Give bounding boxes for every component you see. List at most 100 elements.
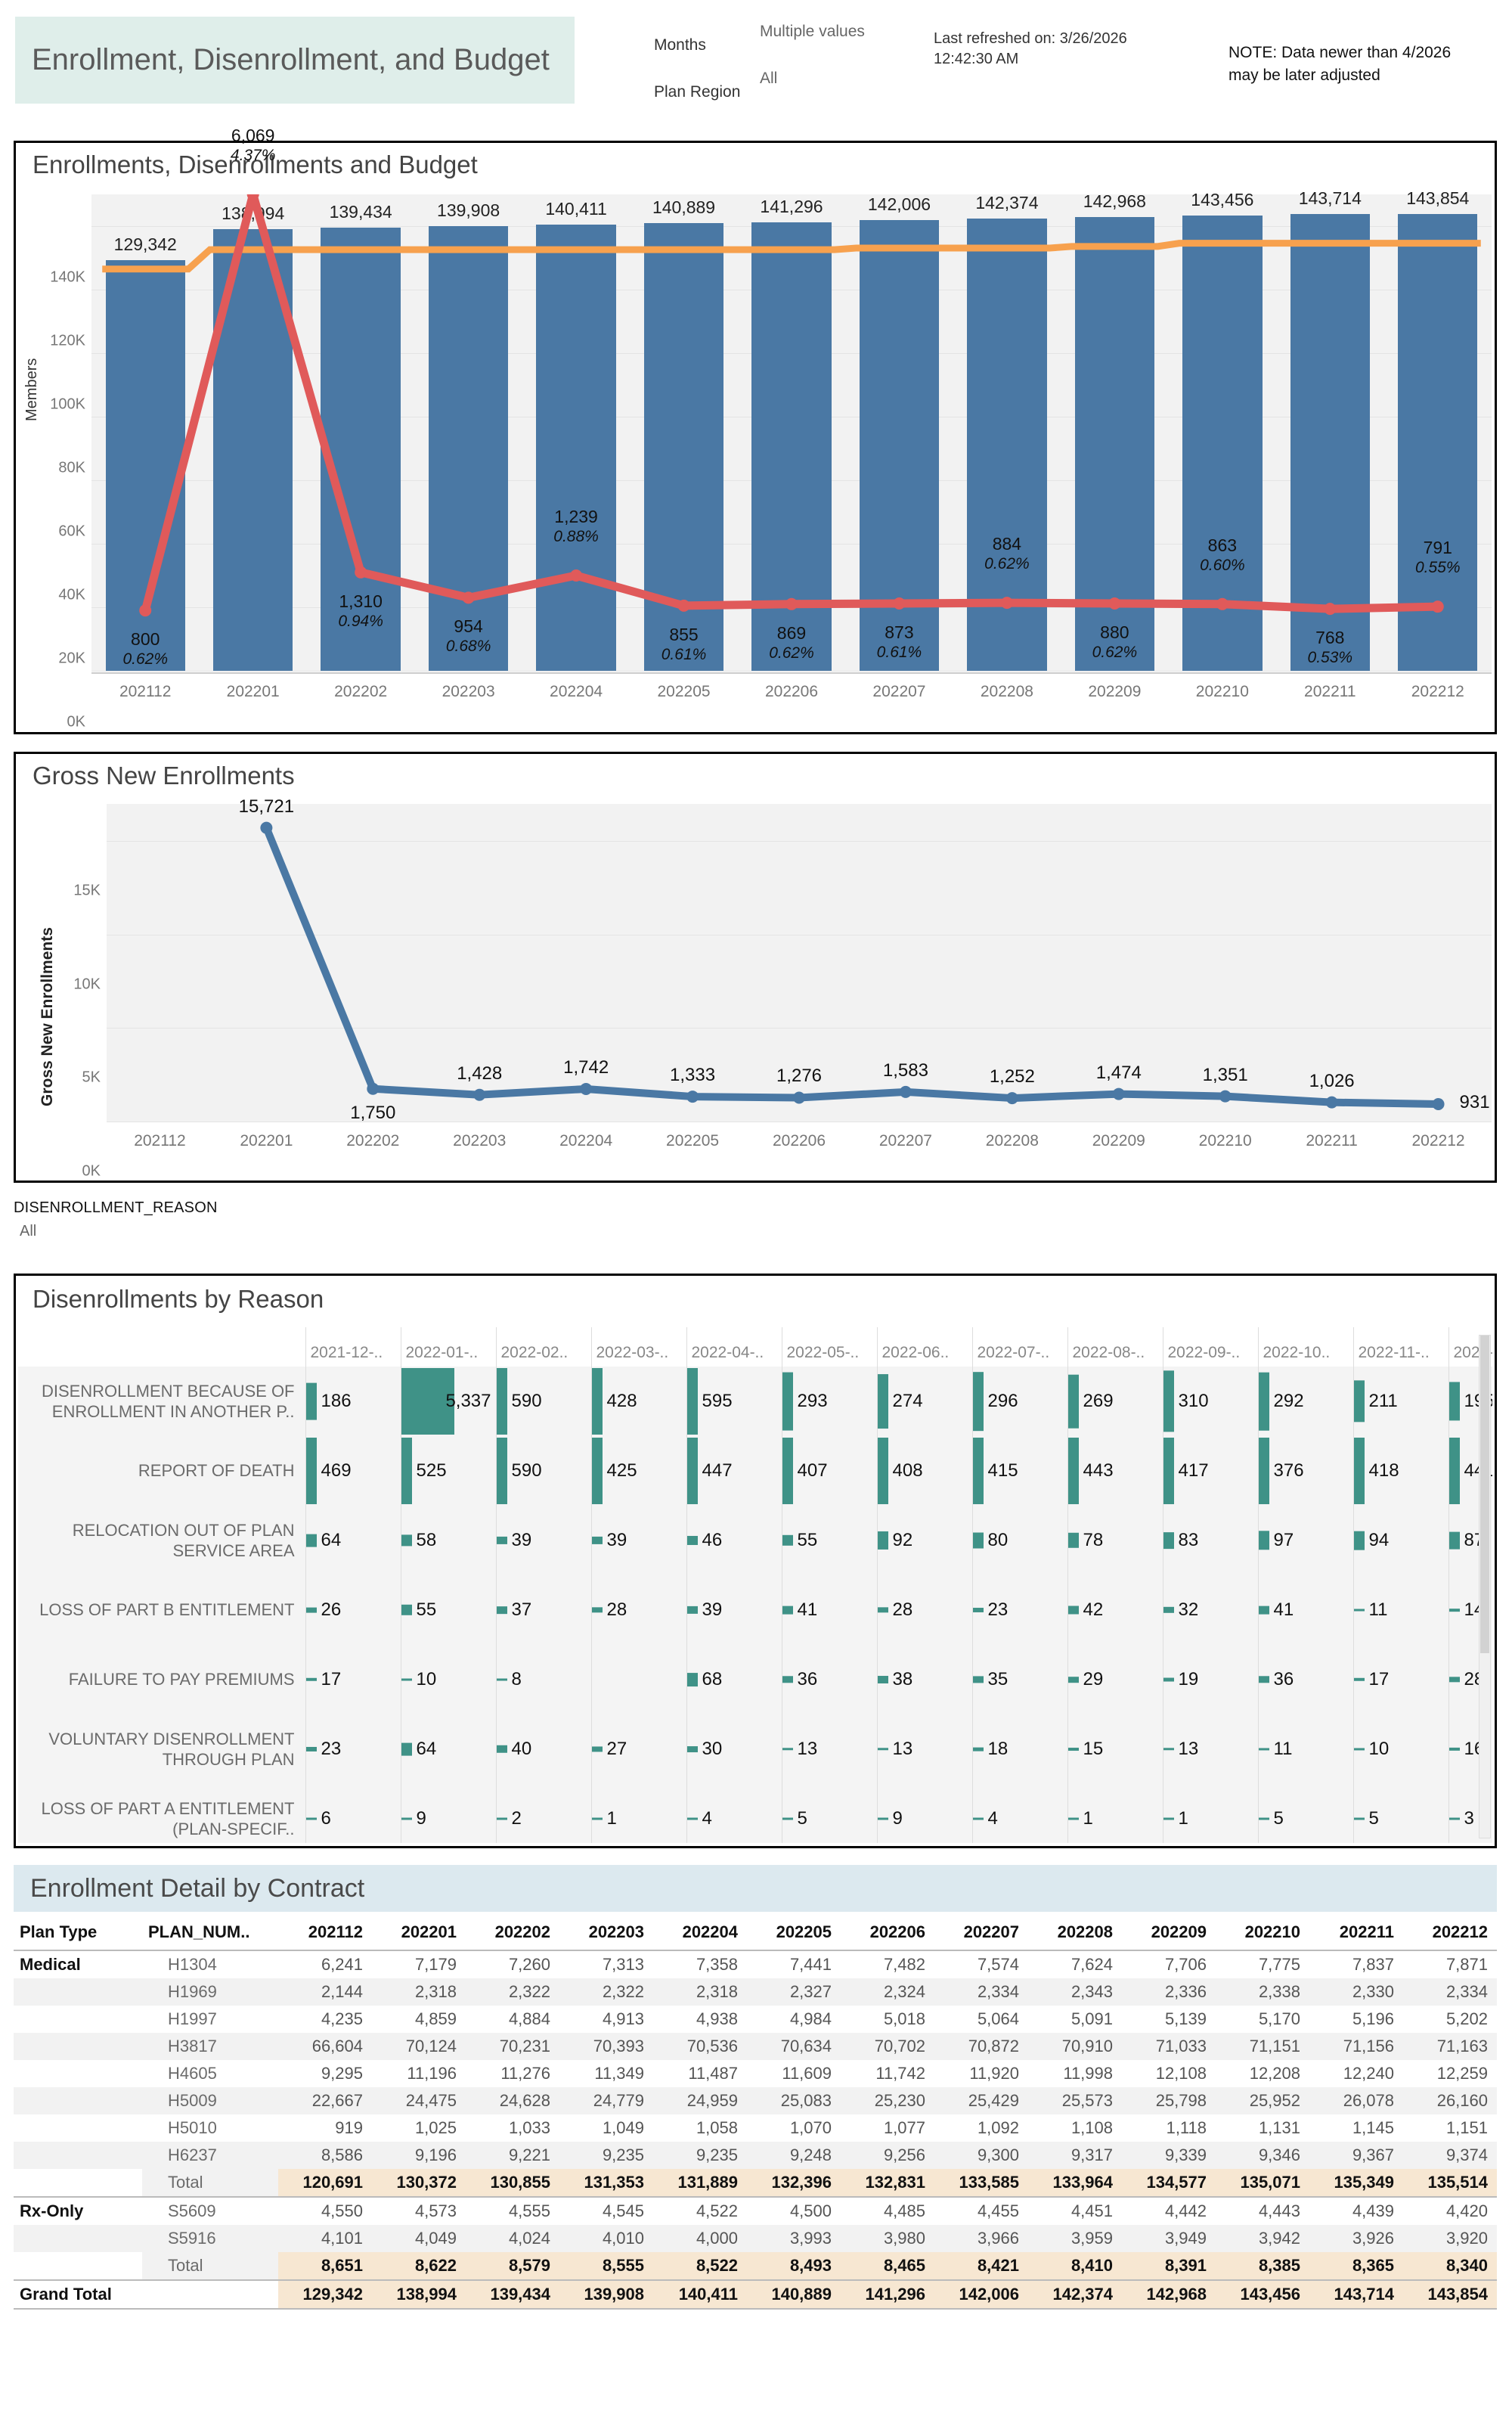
detail-column-header[interactable]: 202206 xyxy=(841,1916,934,1951)
detail-cell[interactable]: 7,706 xyxy=(1164,1955,1207,1974)
disenroll-reason-label[interactable]: LOSS OF PART A ENTITLEMENT (PLAN-SPECIF.… xyxy=(18,1784,305,1843)
disenroll-cell[interactable]: 15 xyxy=(1067,1714,1163,1784)
chart2-data-point[interactable] xyxy=(793,1091,805,1104)
detail-cell[interactable]: 4,884 xyxy=(508,2009,550,2028)
chart1-bar[interactable] xyxy=(428,226,509,671)
detail-cell[interactable]: 8,586 xyxy=(278,2142,372,2169)
disenroll-reason-label[interactable]: FAILURE TO PAY PREMIUMS xyxy=(18,1645,305,1714)
detail-plan-number[interactable]: H3817 xyxy=(142,2033,278,2060)
detail-total-cell[interactable]: 120,691 xyxy=(278,2169,372,2197)
detail-cell[interactable]: 1,108 xyxy=(1070,2118,1113,2137)
detail-cell[interactable]: 4,049 xyxy=(372,2225,466,2252)
detail-cell[interactable]: 70,872 xyxy=(934,2033,1028,2060)
detail-grand-total-cell[interactable]: 143,456 xyxy=(1216,2279,1309,2310)
detail-plan-number[interactable]: S5609 xyxy=(142,2196,278,2225)
detail-cell[interactable]: 1,092 xyxy=(977,2118,1019,2137)
disenroll-cell[interactable]: 1 xyxy=(590,1784,686,1843)
detail-grand-total-cell[interactable]: 140,889 xyxy=(747,2279,841,2310)
detail-total-cell[interactable]: 8,579 xyxy=(466,2252,559,2280)
detail-total-cell[interactable]: 133,964 xyxy=(1028,2169,1122,2197)
detail-grand-total-cell[interactable]: 138,994 xyxy=(372,2279,466,2310)
detail-cell[interactable]: 1,131 xyxy=(1258,2118,1300,2137)
disenroll-column-header[interactable]: 2021-12-.. xyxy=(305,1327,401,1367)
disenroll-cell[interactable]: 58 xyxy=(400,1506,496,1575)
detail-plan-number[interactable]: H5009 xyxy=(142,2087,278,2114)
disenroll-column-header[interactable]: 2022-07-.. xyxy=(971,1327,1067,1367)
detail-cell[interactable]: 9,256 xyxy=(841,2142,934,2169)
detail-cell[interactable]: 7,837 xyxy=(1352,1955,1394,1974)
disenroll-cell[interactable]: 408 xyxy=(876,1436,972,1506)
detail-cell[interactable]: 4,573 xyxy=(372,2196,466,2225)
detail-cell[interactable]: 7,179 xyxy=(414,1955,457,1974)
detail-cell[interactable]: 9,374 xyxy=(1403,2142,1497,2169)
disenroll-cell[interactable]: 4 xyxy=(686,1784,782,1843)
detail-cell[interactable]: 4,024 xyxy=(466,2225,559,2252)
detail-cell[interactable]: 7,441 xyxy=(789,1955,832,1974)
detail-cell[interactable]: 2,343 xyxy=(1028,1978,1122,2006)
disenroll-cell[interactable]: 35 xyxy=(971,1645,1067,1714)
disenroll-column-header[interactable]: 2022-01-.. xyxy=(400,1327,496,1367)
detail-cell[interactable]: 12,240 xyxy=(1343,2064,1394,2083)
disenroll-cell[interactable]: 469 xyxy=(305,1436,401,1506)
detail-cell[interactable]: 11,487 xyxy=(688,2064,738,2083)
detail-column-header[interactable]: 202208 xyxy=(1028,1916,1122,1951)
detail-column-header[interactable]: 202212 xyxy=(1403,1916,1497,1951)
detail-cell[interactable]: 2,318 xyxy=(372,1978,466,2006)
disenroll-cell[interactable]: 17 xyxy=(305,1645,401,1714)
detail-cell[interactable]: 7,871 xyxy=(1445,1955,1488,1974)
detail-cell[interactable]: 7,624 xyxy=(1070,1955,1113,1974)
chart1-bar[interactable] xyxy=(536,225,616,671)
detail-total-cell[interactable]: 8,465 xyxy=(841,2252,934,2280)
disenroll-column-header[interactable]: 2022-04-.. xyxy=(686,1327,782,1367)
detail-cell[interactable]: 9,196 xyxy=(372,2142,466,2169)
detail-grand-total-cell[interactable]: 141,296 xyxy=(841,2279,934,2310)
detail-cell[interactable]: 11,609 xyxy=(782,2064,832,2083)
detail-total-cell[interactable]: 8,340 xyxy=(1403,2252,1497,2280)
detail-total-cell[interactable]: 134,577 xyxy=(1122,2169,1216,2197)
chart1-bar[interactable] xyxy=(105,259,185,671)
detail-cell[interactable]: 9,235 xyxy=(653,2142,747,2169)
detail-column-header[interactable]: 202210 xyxy=(1216,1916,1309,1951)
disenrollment-reason-value[interactable]: All xyxy=(20,1223,37,1239)
detail-total-cell[interactable]: 130,372 xyxy=(372,2169,466,2197)
detail-cell[interactable]: 4,451 xyxy=(1028,2196,1122,2225)
detail-cell[interactable]: 1,058 xyxy=(696,2118,738,2137)
disenroll-cell[interactable]: 447 xyxy=(686,1436,782,1506)
disenroll-cell[interactable]: 36 xyxy=(1257,1645,1353,1714)
detail-cell[interactable]: 4,550 xyxy=(278,2196,372,2225)
detail-column-header[interactable]: 202211 xyxy=(1309,1916,1403,1951)
disenroll-cell[interactable]: 269 xyxy=(1067,1367,1163,1436)
detail-cell[interactable]: 7,574 xyxy=(977,1955,1019,1974)
disenroll-cell[interactable]: 23 xyxy=(971,1575,1067,1645)
disenroll-reason-label[interactable]: DISENROLLMENT BECAUSE OF ENROLLMENT IN A… xyxy=(18,1367,305,1436)
disenroll-cell[interactable]: 417 xyxy=(1162,1436,1258,1506)
detail-cell[interactable]: 4,984 xyxy=(789,2009,832,2028)
detail-cell[interactable]: 2,334 xyxy=(1403,1978,1497,2006)
chart1-bar[interactable] xyxy=(967,219,1047,671)
filter-plan-region[interactable]: Plan Region All xyxy=(654,67,896,110)
detail-plan-number[interactable]: H5010 xyxy=(168,2118,217,2137)
detail-cell[interactable]: 5,018 xyxy=(883,2009,925,2028)
detail-cell[interactable]: 4,555 xyxy=(466,2196,559,2225)
disenroll-cell[interactable]: 26 xyxy=(305,1575,401,1645)
detail-cell[interactable]: 12,259 xyxy=(1436,2064,1488,2083)
detail-total-cell[interactable]: 133,585 xyxy=(934,2169,1028,2197)
disenroll-cell[interactable]: 92 xyxy=(876,1506,972,1575)
detail-cell[interactable]: 5,196 xyxy=(1352,2009,1394,2028)
detail-cell[interactable]: 26,078 xyxy=(1309,2087,1403,2114)
chart2-data-point[interactable] xyxy=(1005,1092,1018,1105)
detail-total-cell[interactable]: 135,514 xyxy=(1403,2169,1497,2197)
detail-cell[interactable]: 22,667 xyxy=(278,2087,372,2114)
detail-cell[interactable]: 11,742 xyxy=(875,2064,925,2083)
detail-column-header[interactable]: 202202 xyxy=(466,1916,559,1951)
disenroll-cell[interactable]: 37 xyxy=(495,1575,591,1645)
detail-cell[interactable]: 11,276 xyxy=(500,2064,550,2083)
detail-cell[interactable]: 3,993 xyxy=(747,2225,841,2252)
detail-cell[interactable]: 1,025 xyxy=(414,2118,457,2137)
disenroll-cell[interactable]: 296 xyxy=(971,1367,1067,1436)
disenroll-column-header[interactable]: 2022-10.. xyxy=(1257,1327,1353,1367)
detail-total-cell[interactable]: 135,071 xyxy=(1216,2169,1309,2197)
disenroll-scrollbar-thumb[interactable] xyxy=(1480,1336,1489,1653)
detail-cell[interactable]: 2,338 xyxy=(1216,1978,1309,2006)
detail-cell[interactable]: 4,859 xyxy=(414,2009,457,2028)
